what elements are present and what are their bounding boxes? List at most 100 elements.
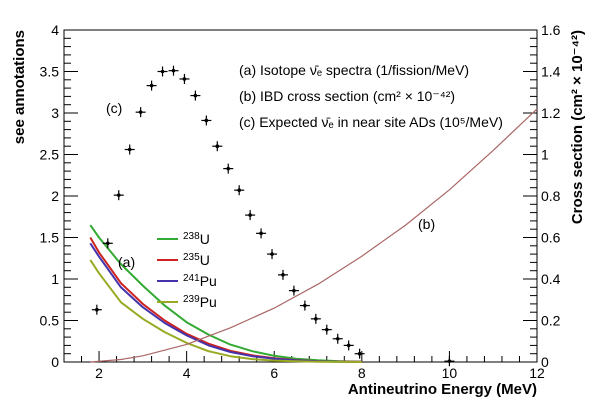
spectrum-points [91,65,455,367]
legend-item: 238U [157,231,210,247]
spectrum-point [124,144,135,155]
y2-tick-label: 0.6 [541,230,561,246]
spectrum-point [256,228,267,239]
y-tick-label: 1 [51,271,59,287]
spectrum-point [332,333,343,344]
point-marker [357,351,362,356]
y2-axis-title: Cross section (cm² × 10⁻⁴²) [569,30,586,224]
series-line [90,108,538,363]
legend-label-mass: 235 [183,252,200,263]
point-marker [324,327,329,332]
y-tick-label: 0.5 [40,313,60,329]
y-tick-label: 4 [51,22,59,38]
curve-label: (c) [106,100,122,116]
spectrum-point [223,163,234,174]
legend-item: 235U [157,252,210,268]
y-tick-label: 0 [51,354,59,370]
spectrum-point [146,80,157,91]
point-marker [237,188,241,192]
series-curves [89,108,538,363]
legend-label-element: Pu [200,273,217,289]
spectrum-point [234,185,245,196]
legend-label-mass: 238 [183,231,200,242]
annotation-block: (a) Isotope ν̄ₑ spectra (1/fission/MeV) (… [239,62,503,130]
y-tick-label: 2 [51,188,59,204]
point-marker [447,359,452,363]
y-axis-title: see annotations [11,30,28,144]
spectrum-point [321,324,332,335]
point-marker [138,110,143,114]
point-marker [335,336,340,341]
annotation-line: (c) Expected ν̄ₑ in near site ADs (10⁵/M… [239,114,503,130]
legend-label-mass: 241 [183,273,200,284]
annotation-line: (a) Isotope ν̄ₑ spectra (1/fission/MeV) [239,62,469,78]
y-tick-label: 2.5 [40,147,60,163]
point-marker [116,193,121,197]
point-marker [226,166,231,171]
legend-label: 235U [183,252,210,268]
curve-labels: (a) (b) (c) [106,100,435,270]
legend-label-mass: 239 [183,294,200,305]
spectrum-point [91,304,102,315]
annotation-line: (b) IBD cross section (cm² × 10⁻⁴²) [239,88,455,104]
point-marker [182,77,187,81]
y-tick-label: 3.5 [40,64,60,80]
legend-label-element: Pu [200,294,217,310]
curve-label: (a) [118,254,135,270]
legend-label: 241Pu [183,273,217,289]
spectrum-point [135,107,146,118]
x-tick-label: 10 [442,365,458,381]
point-marker [248,213,252,217]
point-marker [160,69,165,74]
series-line [89,259,362,363]
legend-label: 238U [183,231,210,247]
x-tick-label: 2 [95,365,103,381]
spectrum-point [168,65,179,76]
x-axis-title: Antineutrino Energy (MeV) [348,381,537,398]
point-marker [346,343,351,348]
point-marker [171,68,176,73]
curve-label: (b) [418,216,435,232]
x-tick-label: 4 [183,365,191,381]
spectrum-point [179,73,190,84]
spectrum-point [354,348,365,359]
y2-tick-label: 1.4 [541,64,561,80]
point-marker [215,144,220,148]
spectrum-point [212,141,223,152]
spectrum-point [190,90,201,101]
point-marker [204,118,209,123]
spectrum-point [444,356,455,367]
y2-tick-label: 0 [541,354,549,370]
spectrum-point [343,340,354,351]
y-tick-label: 1.5 [40,230,60,246]
legend-item: 241Pu [157,273,217,289]
x-tick-label: 8 [358,365,366,381]
y2-tick-label: 1.6 [541,22,561,38]
point-marker [292,288,296,293]
spectrum-point [102,238,113,249]
spectrum-point [277,269,288,280]
legend-label-element: U [200,252,210,268]
point-marker [259,231,263,236]
y2-tick-label: 0.2 [541,313,561,329]
y-tick-label: 3 [51,105,59,121]
spectrum-point [113,190,124,201]
point-marker [95,307,99,312]
spectrum-point [201,115,212,126]
y2-tick-label: 0.4 [541,271,561,287]
x-tick-label: 6 [270,365,278,381]
x-tick-label: 12 [529,365,545,381]
y2-tick-label: 1 [541,147,549,163]
legend-label: 239Pu [183,294,217,310]
axis-tick-labels: 2 4 6 8 10 1200.511.522.533.5400.20.40.60.811… [40,22,561,381]
point-marker [149,83,154,88]
spectrum-point [245,210,256,221]
y2-tick-label: 0.8 [541,188,561,204]
point-marker [193,93,198,98]
spectrum-point [267,249,278,260]
point-marker [314,317,318,321]
spectrum-point [299,300,310,311]
spectrum-point [310,313,321,324]
